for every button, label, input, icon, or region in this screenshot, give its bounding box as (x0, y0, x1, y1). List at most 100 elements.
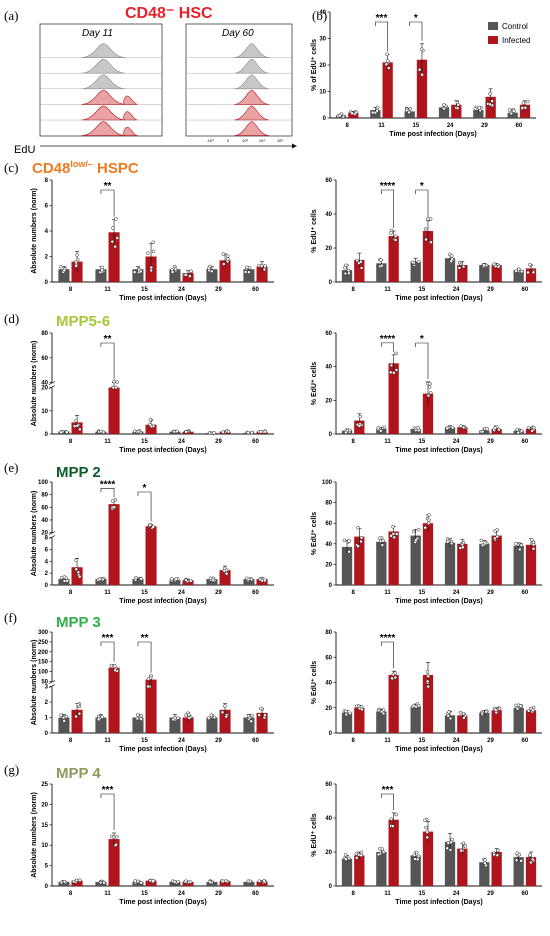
data-point (149, 268, 153, 273)
x-tick-label: 15 (141, 439, 148, 445)
bar-control (404, 111, 415, 118)
bar-infected (182, 717, 194, 733)
bar-infected (388, 819, 399, 886)
data-point (225, 254, 230, 258)
data-point (224, 571, 229, 576)
data-point (359, 850, 364, 855)
data-point (257, 263, 261, 268)
data-point (347, 550, 351, 554)
data-point (220, 710, 225, 715)
data-point (515, 427, 520, 432)
bar-infected (108, 387, 120, 434)
significance-label: * (420, 334, 424, 345)
data-point (429, 240, 433, 244)
x-tick-label: 24 (453, 287, 460, 293)
data-point (488, 102, 492, 107)
data-point (526, 270, 530, 275)
data-point (187, 712, 191, 717)
panel-letter-c: (c) (4, 160, 18, 175)
data-point (385, 52, 389, 57)
data-point (262, 267, 267, 272)
significance-bracket (381, 641, 394, 669)
data-point (393, 675, 398, 680)
data-point (246, 714, 251, 718)
significance-bracket (381, 793, 394, 810)
data-point (136, 713, 140, 717)
x-tick-label: 15 (141, 590, 148, 596)
y-tick-label: 40 (325, 212, 332, 218)
data-point (184, 578, 188, 582)
data-point (355, 856, 359, 860)
data-point (221, 430, 225, 434)
data-point (257, 879, 262, 883)
x-tick-label: 11 (384, 287, 391, 293)
data-point (425, 670, 430, 674)
x-tick-label: 11 (384, 891, 391, 897)
bar-control (132, 717, 144, 733)
bar-control (58, 269, 70, 282)
data-point (416, 260, 421, 264)
data-point (171, 717, 175, 722)
bar-infected (388, 674, 399, 733)
flow-day-right: Day 60 (222, 28, 254, 39)
y-tick-label: 20 (319, 63, 326, 69)
data-point (184, 430, 188, 434)
bar-infected (354, 536, 365, 585)
data-point (343, 853, 348, 857)
x-axis-title: Time post infection (Days) (389, 131, 476, 138)
bar-infected (422, 393, 434, 434)
y-tick-label: 60 (41, 505, 48, 511)
data-point (492, 262, 497, 266)
data-point (526, 426, 531, 430)
bar-control (169, 580, 181, 585)
data-point (479, 538, 484, 543)
bar-infected (422, 523, 434, 585)
y-tick-label: 100 (322, 480, 333, 486)
data-point (407, 110, 411, 115)
y-tick-label: 20 (41, 802, 48, 808)
y-tick-label: 60 (325, 655, 332, 661)
bar-infected (256, 712, 268, 733)
data-point (392, 371, 396, 375)
x-tick-label: 24 (453, 590, 460, 596)
flow-tick-label: 10³ (242, 138, 248, 143)
data-point (376, 426, 381, 430)
data-point (78, 427, 82, 432)
data-point (358, 414, 363, 419)
data-point (62, 268, 67, 273)
y-tick-label: 80 (325, 501, 332, 507)
data-point (59, 430, 63, 435)
data-point (380, 847, 385, 851)
y-tick-label: 20 (41, 386, 48, 392)
data-point (139, 577, 143, 581)
data-point (458, 546, 463, 550)
data-point (450, 837, 454, 842)
significance-label: **** (380, 181, 396, 192)
y-tick-label: 20 (325, 562, 332, 568)
y-tick-label: 40 (325, 681, 332, 687)
bar-infected (145, 679, 157, 733)
y-tick-label: 0 (45, 432, 49, 438)
data-point (74, 567, 79, 572)
x-tick-label: 11 (384, 439, 391, 445)
data-point (392, 535, 396, 540)
data-point (223, 704, 227, 708)
y-tick-label: 30 (319, 37, 326, 43)
x-axis-title: Time post infection (Days) (395, 746, 482, 753)
flow-day-left: Day 11 (82, 28, 113, 39)
bar-control (479, 543, 490, 585)
data-point (151, 240, 155, 245)
data-point (450, 426, 455, 430)
data-point (389, 231, 393, 235)
data-point (113, 244, 117, 249)
data-point (412, 529, 416, 534)
y-tick-label: 150 (38, 660, 49, 666)
x-tick-label: 29 (487, 738, 494, 744)
data-point (344, 263, 348, 268)
data-point (74, 558, 78, 562)
y-tick-label: 8 (45, 536, 49, 542)
x-tick-label: 15 (418, 439, 425, 445)
data-point (517, 852, 522, 857)
x-axis-title: Time post infection (Days) (119, 598, 206, 605)
flow-histogram-infected (81, 105, 138, 121)
